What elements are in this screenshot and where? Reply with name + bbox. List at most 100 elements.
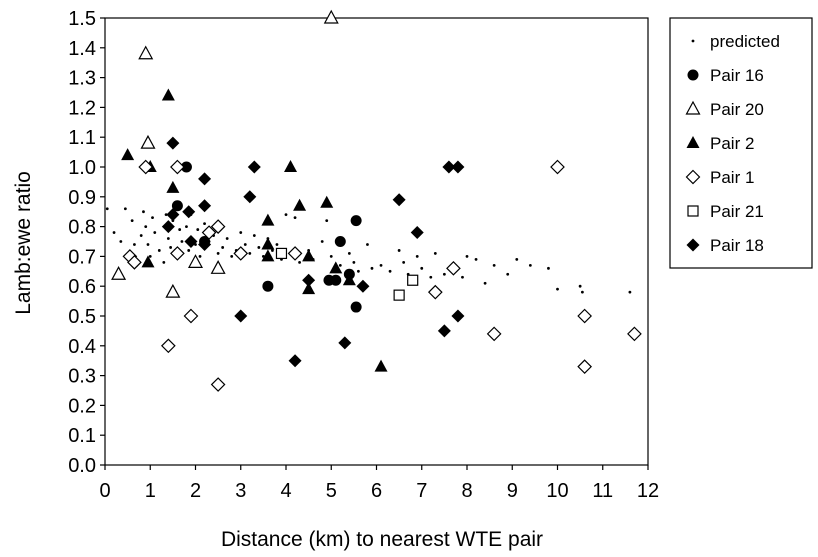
data-point [112, 231, 116, 234]
data-point [161, 88, 175, 101]
data-point [239, 231, 243, 234]
data-point [366, 243, 369, 246]
data-point [161, 220, 175, 234]
data-point [287, 246, 303, 261]
data-point [392, 193, 406, 207]
data-point [180, 161, 192, 173]
data-point [338, 263, 342, 267]
data-point [433, 252, 437, 255]
data-point [415, 255, 419, 258]
y-tick-label: 0.5 [68, 306, 96, 328]
data-point [170, 159, 185, 175]
data-point [550, 159, 565, 175]
data-point [203, 222, 206, 226]
data-point [577, 359, 592, 375]
data-point [293, 216, 297, 220]
data-point [627, 326, 642, 342]
y-axis-title: Lamb:ewe ratio [12, 171, 35, 315]
data-point [185, 225, 188, 229]
data-point [127, 255, 142, 270]
data-point [577, 308, 592, 324]
x-tick-label: 10 [546, 480, 568, 502]
data-point [198, 199, 212, 213]
data-point [178, 228, 182, 231]
y-tick-label: 1.2 [68, 97, 96, 119]
legend-label: Pair 16 [710, 66, 764, 85]
data-point [130, 219, 134, 223]
y-tick-label: 0.6 [68, 276, 96, 298]
data-point [261, 249, 275, 262]
data-point [198, 237, 212, 251]
x-tick-label: 8 [461, 480, 472, 502]
data-point [180, 240, 184, 243]
data-point [528, 263, 532, 267]
data-point [446, 260, 461, 276]
data-point [262, 280, 274, 292]
data-point [146, 243, 150, 246]
data-point [492, 263, 496, 267]
data-point [261, 213, 275, 226]
data-point [198, 255, 202, 258]
data-point [410, 226, 424, 240]
data-point [139, 234, 143, 237]
data-point [166, 180, 180, 193]
data-point [474, 257, 478, 261]
y-tick-label: 1.0 [68, 157, 96, 179]
data-point [187, 249, 191, 252]
data-point [325, 219, 329, 223]
legend-marker [687, 205, 699, 217]
y-tick-label: 0.9 [68, 187, 96, 209]
data-point [547, 266, 550, 270]
data-point [402, 260, 406, 264]
axes: 0 1 2 3 4 5 6 7 8 9 10 11 120.00.10.20.30.40.50.60.7… [68, 8, 659, 502]
y-tick-label: 0.0 [68, 455, 96, 477]
data-point [164, 213, 168, 217]
legend-entry: Pair 16 [687, 66, 764, 85]
data-point [133, 243, 136, 246]
data-point [352, 260, 356, 264]
data-point [162, 260, 166, 264]
legend-label: predicted [710, 32, 780, 51]
data-point [148, 255, 152, 258]
data-point [370, 266, 374, 270]
data-point [234, 309, 248, 323]
data-point [166, 237, 170, 240]
legend-entry: Pair 20 [685, 100, 764, 119]
data-point [556, 287, 559, 291]
data-point [144, 225, 148, 229]
data-point [161, 338, 176, 354]
data-point [397, 249, 401, 252]
data-point [105, 207, 109, 211]
data-point [357, 269, 360, 273]
data-point [243, 243, 247, 246]
data-point [429, 275, 433, 279]
legend-label: Pair 1 [710, 168, 754, 187]
x-tick-label: 1 [145, 480, 156, 502]
data-point [171, 200, 183, 212]
series-6 [161, 136, 465, 368]
data-point [451, 309, 465, 323]
data-point [302, 282, 316, 295]
data-point [628, 290, 632, 294]
legend-entry: Pair 2 [686, 134, 754, 153]
data-point [275, 243, 279, 246]
data-point [338, 336, 352, 350]
data-point [142, 210, 145, 214]
data-point [275, 247, 288, 260]
data-point [123, 207, 127, 211]
data-point [243, 190, 257, 204]
data-point [138, 45, 154, 60]
data-point [271, 249, 274, 252]
data-point [379, 263, 383, 267]
data-point [201, 225, 217, 240]
data-point [350, 215, 362, 227]
x-axis-title: Distance (km) to nearest WTE pair [221, 528, 543, 551]
data-point [216, 252, 220, 255]
series-4 [122, 159, 642, 392]
data-point [334, 236, 346, 247]
y-tick-label: 0.7 [68, 246, 96, 268]
data-point [288, 354, 302, 368]
legend: predicted Pair 16 Pair 20 Pair 2 Pair 1 Pair … [669, 17, 813, 269]
data-point [210, 260, 226, 274]
